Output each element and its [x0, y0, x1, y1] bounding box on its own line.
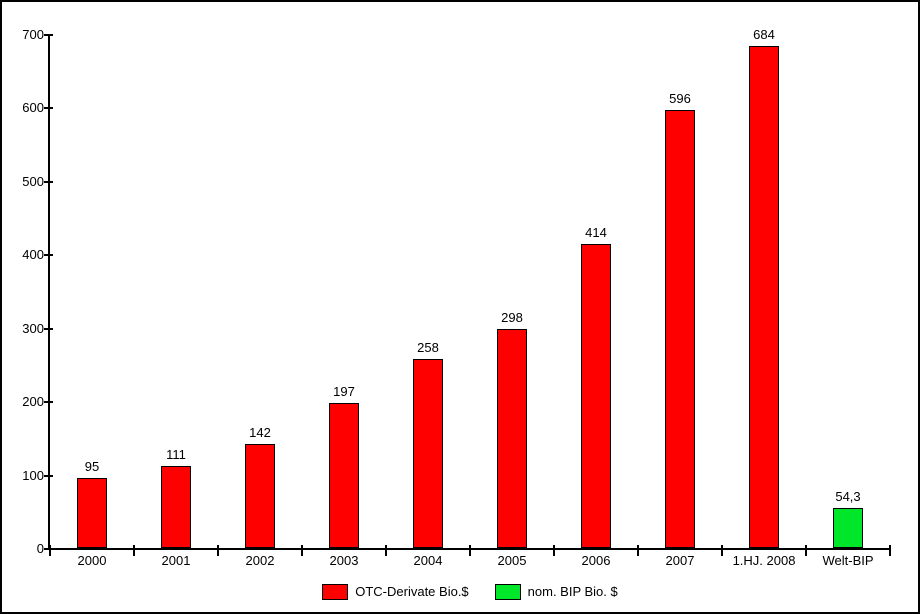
- bar-value-label: 414: [585, 225, 607, 240]
- bar-value-label: 684: [753, 26, 775, 42]
- x-category-label: 2006: [581, 553, 611, 568]
- bar-welt-bip: [833, 508, 863, 548]
- legend-label: nom. BIP Bio. $: [527, 584, 618, 599]
- legend-item-1: nom. BIP Bio. $: [494, 584, 618, 600]
- x-category-label: 2007: [665, 553, 695, 568]
- x-category-label: 1.HJ. 2008: [732, 553, 796, 568]
- x-category-label: 2003: [329, 553, 359, 568]
- x-tick-mark: [133, 545, 135, 556]
- y-tick-mark: [43, 474, 53, 477]
- bar-value-label: 197: [333, 384, 355, 400]
- y-tick-label: 100: [22, 467, 44, 483]
- x-category-label: 2002: [245, 553, 275, 568]
- y-tick-label: 0: [36, 541, 44, 556]
- bar-value-label: 95: [84, 459, 100, 475]
- bar-2006: [581, 244, 611, 548]
- legend-swatch-icon: [322, 584, 349, 600]
- x-tick-mark: [637, 545, 639, 556]
- bar-value-label: 111: [166, 447, 186, 463]
- y-tick-mark: [43, 401, 53, 404]
- x-tick-mark: [385, 545, 387, 556]
- y-tick-label: 400: [22, 247, 44, 263]
- x-tick-mark: [301, 545, 303, 556]
- x-category-label: 2001: [161, 553, 191, 568]
- legend-label: OTC-Derivate Bio.$: [355, 584, 469, 599]
- y-tick-label: 500: [22, 173, 44, 189]
- bar-2005: [497, 329, 527, 548]
- bar-value-label: 142: [249, 424, 271, 440]
- x-category-label: 2004: [413, 553, 443, 568]
- x-tick-mark: [889, 545, 891, 556]
- bar-2002: [245, 443, 275, 548]
- bar-2004: [413, 358, 443, 548]
- bar-1-hj-2008: [749, 45, 779, 548]
- bar-value-label: 596: [669, 91, 691, 107]
- y-tick-mark: [43, 34, 53, 36]
- bar-2007: [665, 110, 695, 548]
- y-tick-label: 300: [22, 320, 44, 336]
- bar-value-label: 298: [501, 310, 523, 326]
- y-axis-line: [48, 34, 50, 550]
- bar-value-label: 54,3: [835, 489, 861, 505]
- legend-item-0: OTC-Derivate Bio.$: [322, 584, 469, 600]
- x-category-label: Welt-BIP: [822, 553, 874, 568]
- legend-swatch-icon: [494, 584, 521, 600]
- x-tick-mark: [217, 545, 219, 556]
- x-category-label: 2000: [77, 553, 107, 568]
- y-tick-label: 600: [22, 100, 44, 116]
- y-tick-label: 200: [22, 394, 44, 410]
- y-tick-mark: [43, 327, 53, 330]
- x-tick-mark: [553, 545, 555, 556]
- bar-2003: [329, 403, 359, 548]
- y-tick-label: 700: [22, 27, 44, 42]
- x-category-label: 2005: [497, 553, 527, 568]
- bar-2001: [161, 466, 191, 548]
- x-tick-mark: [49, 545, 51, 556]
- bar-2000: [77, 478, 107, 548]
- legend: OTC-Derivate Bio.$ nom. BIP Bio. $: [50, 584, 890, 600]
- bar-value-label: 258: [417, 339, 439, 355]
- y-tick-mark: [43, 180, 53, 183]
- y-tick-mark: [43, 107, 53, 110]
- y-tick-mark: [43, 548, 53, 550]
- x-tick-mark: [721, 545, 723, 556]
- x-tick-mark: [805, 545, 807, 556]
- x-tick-mark: [469, 545, 471, 556]
- y-tick-mark: [43, 254, 53, 257]
